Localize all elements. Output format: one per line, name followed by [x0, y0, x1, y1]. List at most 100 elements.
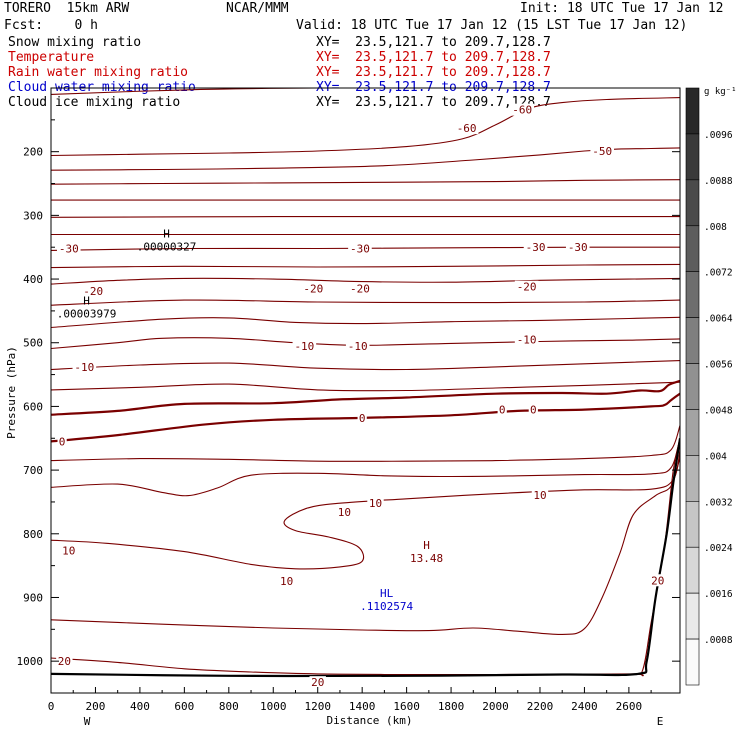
contour-label-bg-19	[336, 506, 353, 519]
contour-label-5: -30	[526, 241, 546, 254]
x-tick-label-400: 400	[130, 700, 150, 713]
center-title: NCAR/MMM	[226, 1, 289, 16]
colorbar-segment-10	[685, 546, 700, 594]
x-axis-title: Distance (km)	[326, 714, 412, 727]
contour-label-bg-24	[649, 574, 666, 587]
plot-frame	[50, 87, 681, 694]
contour-label-bg-7	[81, 285, 106, 298]
colorbar-label-8: .0032	[704, 497, 733, 508]
colorbar-segment-6	[685, 363, 700, 410]
colorbar-segment-3	[685, 225, 700, 272]
isotherm-10-17	[51, 425, 680, 462]
x-tick-label-2000: 2000	[482, 700, 509, 713]
contour-group: -60 -60 -50 -30 -30 -30 -30 -20 -20 -20 -20 -10 -10 -…	[51, 88, 680, 689]
colorbar-unit: g kg⁻¹	[704, 87, 737, 97]
colorbar-segment-2	[685, 179, 700, 227]
field-xy-snow: XY= 23.5,121.7 to 209.7,128.7	[316, 35, 551, 50]
contour-label-bg-6	[565, 241, 590, 254]
model-title: TORERO 15km ARW	[4, 1, 130, 16]
contour-label-6: -30	[568, 241, 588, 254]
isotherm-minus20-10	[51, 299, 680, 306]
contour-label-10: -20	[517, 281, 537, 294]
y-tick-label-700: 700	[23, 464, 43, 477]
contour-label-bg-0	[454, 122, 479, 135]
east-end-label: E	[657, 715, 664, 728]
contour-label-23: 10	[280, 575, 293, 588]
contour-label-16: 0	[499, 404, 506, 417]
contour-label-bg-13	[345, 339, 370, 352]
contour-label-20: 10	[369, 497, 382, 510]
contour-label-8: -20	[303, 283, 323, 296]
colorbar-label-5: .0056	[704, 360, 733, 371]
x-tick-label-0: 0	[48, 700, 55, 713]
isotherm-minus60-0	[51, 88, 652, 95]
contour-label-1: -60	[512, 104, 532, 117]
contour-label-bg-2	[590, 145, 615, 158]
isotherm-0-15	[51, 379, 680, 416]
contour-label-bg-25	[56, 655, 73, 668]
contour-label-4: -30	[350, 242, 370, 255]
contour-label-bg-1	[510, 103, 534, 116]
colorbar-segment-5	[685, 317, 700, 364]
colorbar-segment-8	[685, 455, 700, 502]
x-tick-label-1200: 1200	[304, 700, 331, 713]
contour-label-bg-16	[497, 403, 507, 416]
extremum-value-2: 13.48	[410, 552, 443, 565]
isotherm-minus30-8	[51, 263, 680, 269]
contour-label-15: 0	[359, 412, 366, 425]
y-axis-title: Pressure (hPa)	[5, 346, 18, 439]
extremum-marker-3: HL	[380, 587, 394, 600]
x-tick-label-600: 600	[174, 700, 194, 713]
x-tick-label-2200: 2200	[527, 700, 554, 713]
contour-label-bg-21	[531, 488, 549, 501]
plot-area: -60 -60 -50 -30 -30 -30 -30 -20 -20 -20 -20 -10 -10 -…	[51, 88, 680, 689]
y-tick-label-300: 300	[23, 209, 43, 222]
isotherm-minus10-13	[51, 360, 680, 371]
x-tick-label-200: 200	[86, 700, 106, 713]
contour-label-bg-23	[278, 574, 295, 587]
forecast-hour: Fcst: 0 h	[4, 18, 98, 33]
y-tick-label-800: 800	[23, 528, 43, 541]
contour-label-2: -50	[592, 145, 612, 158]
contour-label-bg-11	[72, 360, 97, 373]
contour-label-bg-22	[60, 544, 77, 557]
contour-label-bg-12	[292, 339, 317, 352]
x-tick-label-1600: 1600	[393, 700, 420, 713]
isotherm-minus50-2	[51, 147, 680, 171]
isotherm-minus10-14	[51, 381, 680, 392]
colorbar-label-6: .0048	[704, 405, 733, 416]
contour-label-24: 20	[651, 574, 664, 587]
contour-label-14: -10	[517, 334, 537, 347]
colorbar-segment-1	[685, 133, 700, 181]
isotherm-minus20-9	[51, 277, 680, 285]
contour-label-17: 0	[530, 404, 537, 417]
contour-label-bg-4	[348, 242, 372, 255]
contour-label-22: 10	[62, 544, 75, 557]
x-tick-label-1800: 1800	[438, 700, 465, 713]
field-name-temperature: Temperature	[8, 50, 95, 65]
y-tick-label-600: 600	[23, 400, 43, 413]
isotherm-minus50-3	[51, 179, 680, 185]
colorbar-label-1: .0088	[704, 176, 733, 187]
contour-label-11: -10	[74, 361, 94, 374]
contour-label-21: 10	[533, 489, 546, 502]
contour-label-0: -60	[457, 122, 477, 135]
isotherm-20-21	[51, 438, 680, 677]
contour-label-25: 20	[58, 655, 71, 668]
colorbar-label-10: .0016	[704, 589, 733, 600]
valid-time: Valid: 18 UTC Tue 17 Jan 12 (15 LST Tue …	[296, 18, 688, 33]
extremum-marker-1: H	[83, 294, 90, 307]
contour-label-bg-20	[367, 497, 384, 510]
extremum-marker-0: H	[163, 228, 170, 241]
colorbar-segment-9	[685, 501, 700, 548]
extremum-value-3: .1102574	[360, 600, 413, 613]
x-tick-label-2400: 2400	[571, 700, 598, 713]
y-tick-label-200: 200	[23, 146, 43, 159]
field-name-rain: Rain water mixing ratio	[8, 65, 189, 80]
colorbar-segment-0	[685, 87, 700, 135]
contour-label-bg-14	[514, 333, 539, 346]
field-xy-rain: XY= 23.5,121.7 to 209.7,128.7	[316, 65, 551, 80]
isotherm-minus60-1	[51, 97, 680, 157]
